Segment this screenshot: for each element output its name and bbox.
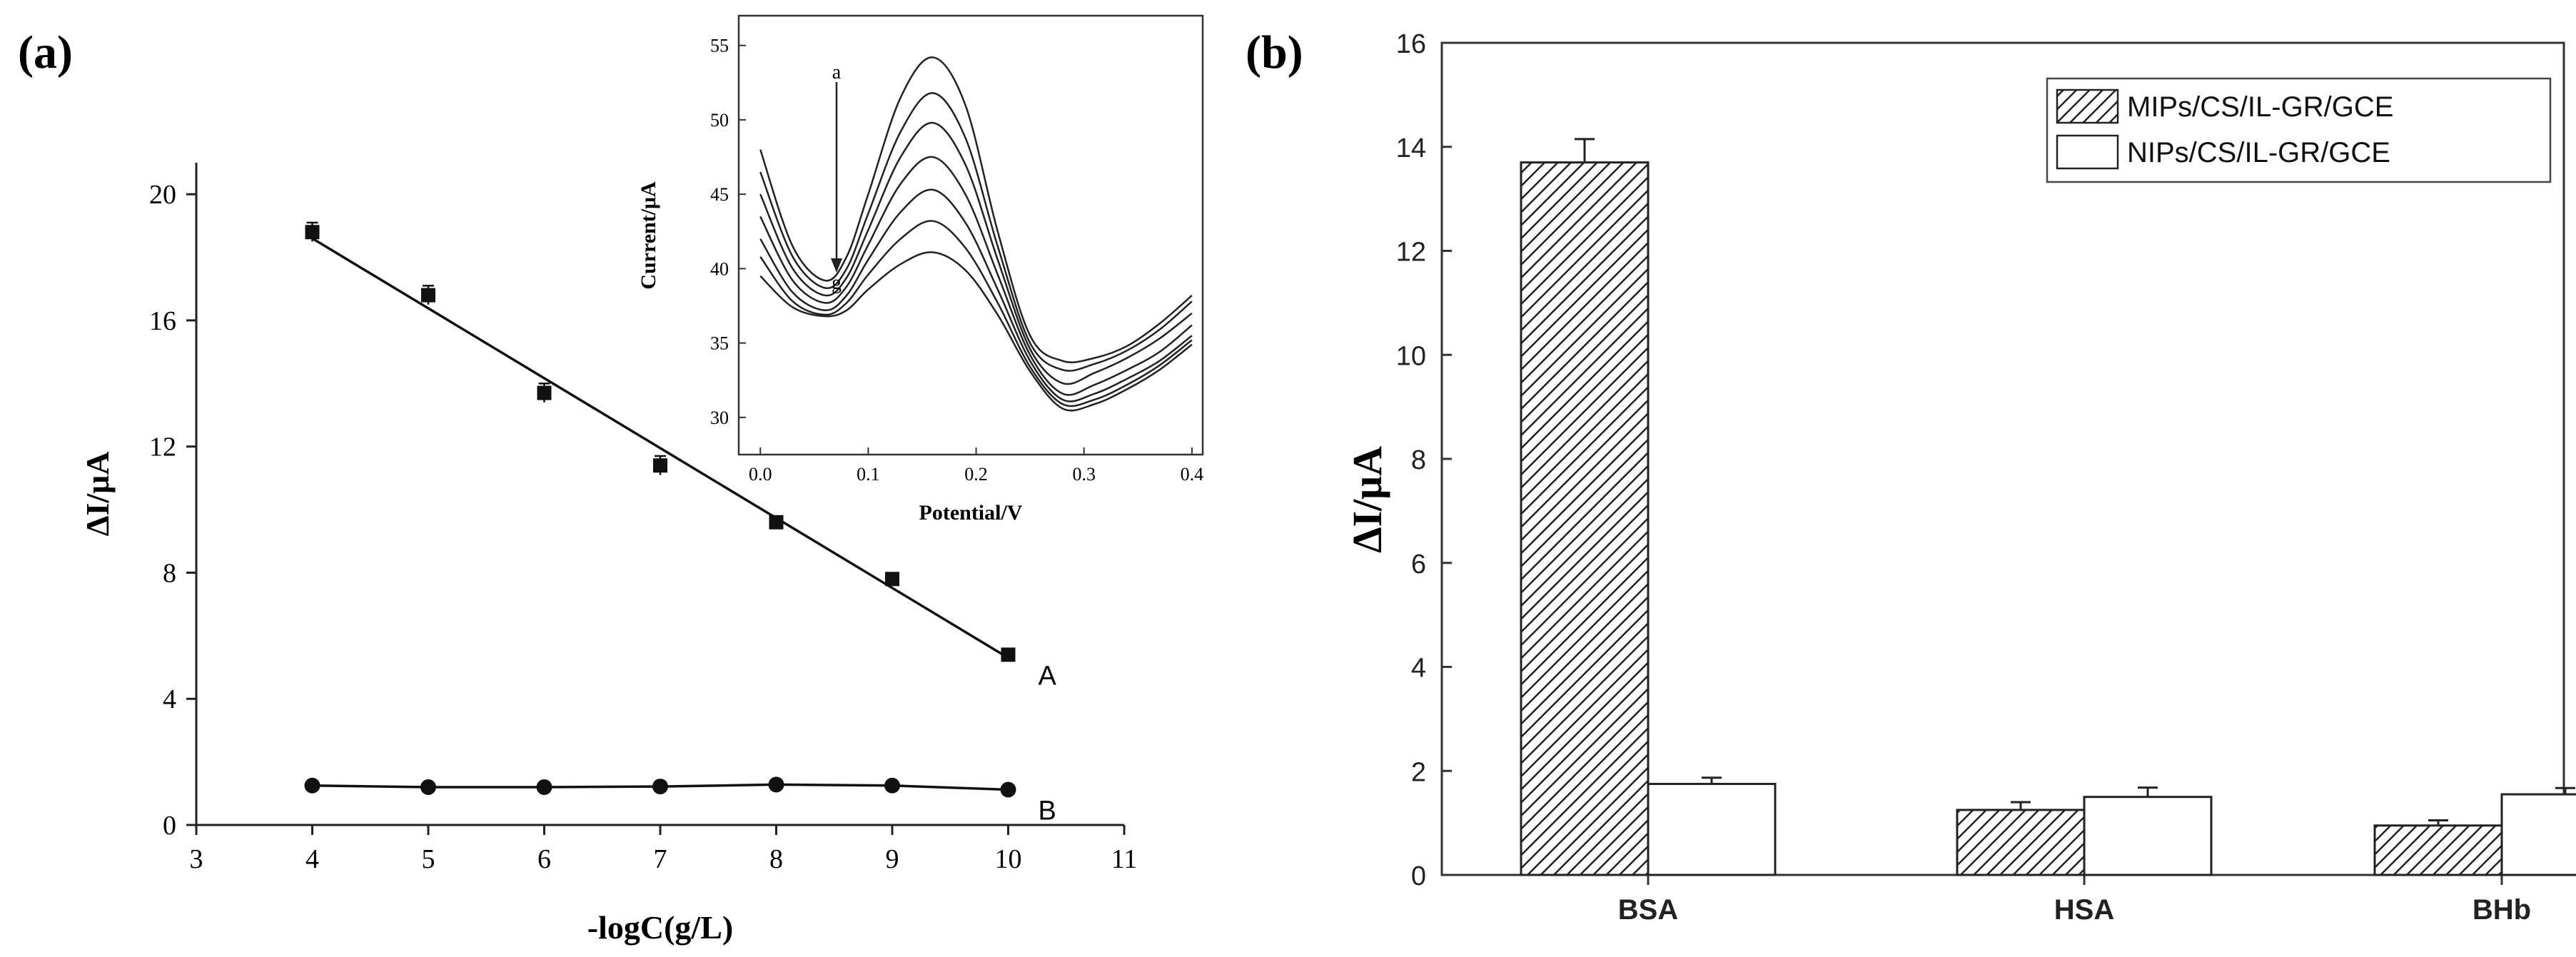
chart-a-y-tick-label: 16 — [149, 306, 176, 336]
chart-b-y-tick-label: 0 — [1411, 861, 1426, 891]
inset-x-tick-label: 0.1 — [857, 464, 880, 485]
chart-a-point-A — [537, 385, 552, 400]
chart-a-point-A — [885, 572, 899, 587]
chart-b-y-tick-label: 2 — [1411, 757, 1426, 787]
chart-b-bar-mips — [1956, 809, 2086, 876]
chart-b-y-tick-label: 12 — [1396, 238, 1426, 268]
chart-b-bar-nips — [2500, 793, 2576, 876]
inset-x-tick-label: 0.4 — [1181, 464, 1204, 485]
chart-a-point-B — [536, 779, 552, 795]
legend-box — [2046, 77, 2552, 183]
chart-a-y-tick-label: 4 — [163, 684, 176, 714]
chart-b-x-tick-label: HSA — [2054, 894, 2114, 926]
inset-arrow-label-end: g — [832, 272, 842, 294]
chart-a-point-B — [304, 777, 320, 794]
chart-a-point-B — [884, 777, 900, 794]
chart-a-x-tick-label: 10 — [995, 844, 1022, 874]
chart-a-point-A — [653, 458, 667, 473]
inset-curve-4 — [759, 156, 1193, 396]
chart-a-x-tick-label: 3 — [190, 844, 203, 874]
panel-label-b: (b) — [1246, 26, 1303, 79]
chart-a-x-tick-label: 5 — [422, 844, 435, 874]
chart-b-y-tick-label: 4 — [1411, 654, 1426, 684]
chart-a-x-tick-label: 6 — [537, 844, 551, 874]
chart-a-y-tick-label: 20 — [149, 180, 176, 210]
chart-b-legend: MIPs/CS/IL-GR/GCE NIPs/CS/IL-GR/GCE — [2046, 77, 2552, 183]
chart-a-y-tick-label: 12 — [149, 432, 176, 462]
inset-plot-frame — [737, 14, 1204, 456]
inset-y-tick-label: 50 — [710, 110, 729, 131]
inset-x-tick-label: 0.0 — [749, 464, 772, 485]
legend-swatch-mips — [2056, 88, 2119, 124]
inset-y-tick-label: 30 — [710, 407, 729, 428]
inset-curve-6 — [759, 220, 1193, 407]
chart-b: 0 2 4 6 8 10 12 14 16 BSA HSA BHb ΔI/μA MIPs/CS/IL… — [1344, 29, 2576, 926]
inset-y-tick-label: 45 — [710, 184, 729, 205]
inset-arrow-label-start: a — [832, 61, 842, 83]
chart-a-x-tick-label: 9 — [886, 844, 899, 874]
chart-b-y-tick-label: 14 — [1396, 133, 1426, 163]
chart-b-bar-nips — [2083, 796, 2213, 876]
chart-a-point-A — [305, 225, 320, 240]
chart-b-x-tick-label: BSA — [1618, 894, 1678, 926]
inset-y-tick-label: 55 — [710, 36, 729, 56]
chart-a-y-axis-label: ΔI/μA — [79, 452, 116, 537]
chart-b-bar-mips — [1520, 161, 1650, 876]
chart-a-point-A — [1001, 647, 1016, 662]
chart-b-bar-nips — [1647, 782, 1777, 876]
chart-a-point-A — [769, 515, 784, 530]
chart-b-y-axis-label: ΔI/μA — [1344, 446, 1390, 553]
chart-a-x-tick-label: 7 — [654, 844, 667, 874]
inset-x-tick-label: 0.2 — [964, 464, 988, 485]
inset-curve-5 — [759, 188, 1193, 402]
legend-label-nips: NIPs/CS/IL-GR/GCE — [2127, 137, 2390, 168]
chart-a-x-tick-label: 11 — [1111, 844, 1138, 874]
chart-a-series-label-B: B — [1039, 796, 1056, 826]
chart-a-inset: 0.0 0.1 0.2 0.3 0.4 30 35 40 45 50 55 a g Potenti… — [637, 14, 1204, 525]
chart-b-y-tick-label: 10 — [1396, 341, 1426, 371]
inset-y-tick-label: 40 — [710, 258, 729, 279]
chart-a-series-line-A — [311, 237, 1009, 659]
inset-curve-3 — [759, 121, 1193, 385]
chart-b-y-tick-label: 16 — [1396, 29, 1426, 59]
inset-curve-1 — [759, 56, 1193, 363]
chart-a-point-B — [420, 779, 436, 795]
inset-arrow-head — [831, 258, 842, 273]
chart-a-y-tick-label: 0 — [163, 811, 176, 841]
chart-a-point-B — [768, 776, 784, 793]
chart-a-point-A — [421, 288, 435, 303]
chart-a-point-B — [652, 779, 668, 795]
chart-b-y-tick-label: 6 — [1411, 550, 1426, 579]
legend-label-mips: MIPs/CS/IL-GR/GCE — [2127, 91, 2393, 123]
inset-y-tick-label: 35 — [710, 333, 729, 354]
panel-label-a: (a) — [18, 26, 73, 79]
chart-a-series-label-A: A — [1039, 661, 1057, 691]
chart-a-x-tick-label: 8 — [769, 844, 783, 874]
chart-a-x-tick-label: 4 — [305, 844, 319, 874]
inset-curve-7 — [759, 251, 1193, 412]
chart-b-y-tick-label: 8 — [1411, 445, 1426, 475]
chart-a-point-B — [1000, 781, 1016, 798]
chart-a-x-axis-label: -logC(g/L) — [587, 909, 733, 946]
legend-swatch-nips — [2056, 134, 2119, 170]
chart-b-x-tick-label: BHb — [2473, 894, 2531, 926]
inset-curve-2 — [759, 92, 1193, 372]
inset-x-axis-label: Potential/V — [919, 501, 1023, 525]
inset-x-tick-label: 0.3 — [1072, 464, 1096, 485]
inset-y-axis-label: Current/μA — [637, 181, 660, 290]
chart-a-y-tick-label: 8 — [163, 558, 176, 588]
chart-b-bar-mips — [2373, 824, 2503, 876]
